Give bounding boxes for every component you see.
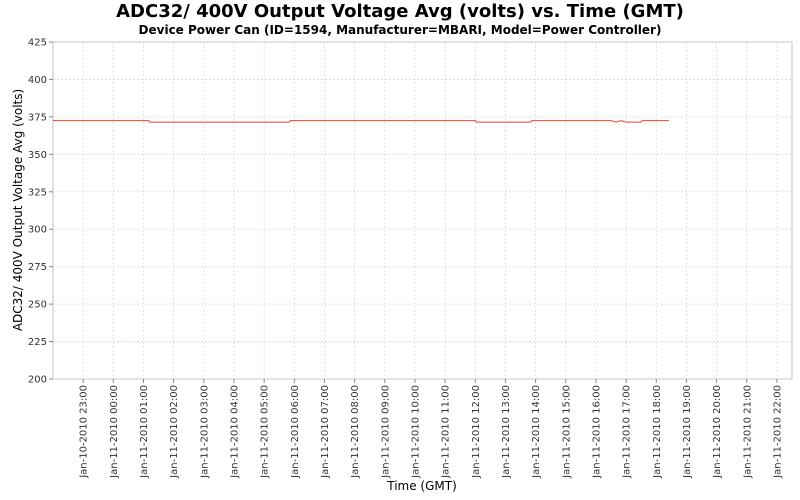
x-tick-label: Jan-11-2010 06:00 bbox=[290, 385, 301, 479]
x-tick-label: Jan-11-2010 15:00 bbox=[561, 385, 572, 479]
x-tick-label: Jan-11-2010 18:00 bbox=[652, 385, 663, 479]
y-tick-label: 350 bbox=[28, 150, 47, 161]
y-gridlines bbox=[53, 41, 792, 380]
x-tick-label: Jan-11-2010 16:00 bbox=[591, 385, 602, 479]
x-tick-label: Jan-11-2010 01:00 bbox=[139, 385, 150, 479]
y-tick-label: 425 bbox=[28, 38, 47, 49]
x-tick-label: Jan-11-2010 13:00 bbox=[501, 385, 512, 479]
chart-title: ADC32/ 400V Output Voltage Avg (volts) v… bbox=[116, 1, 684, 22]
x-tick-label: Jan-11-2010 20:00 bbox=[712, 385, 723, 479]
series-group bbox=[53, 120, 669, 123]
y-tick-label: 225 bbox=[28, 337, 47, 348]
x-tick-label: Jan-11-2010 02:00 bbox=[169, 385, 180, 479]
y-tick-label: 375 bbox=[28, 112, 47, 123]
y-tick-label: 200 bbox=[28, 375, 47, 386]
x-tick-label: Jan-11-2010 21:00 bbox=[742, 385, 753, 479]
x-tick-label: Jan-10-2010 23:00 bbox=[79, 385, 90, 479]
y-tick-label: 250 bbox=[28, 300, 47, 311]
x-tick-label: Jan-11-2010 08:00 bbox=[350, 385, 361, 479]
plot-background bbox=[52, 41, 793, 380]
x-tick-label: Jan-11-2010 09:00 bbox=[380, 385, 391, 479]
x-tick-label: Jan-11-2010 03:00 bbox=[199, 385, 210, 479]
y-tick-label: 325 bbox=[28, 187, 47, 198]
x-tick-label: Jan-11-2010 11:00 bbox=[441, 385, 452, 479]
y-tick-label: 400 bbox=[28, 75, 47, 86]
x-gridlines bbox=[82, 42, 778, 379]
y-tick-label: 300 bbox=[28, 225, 47, 236]
y-axis-ticks: 200 225 250 275 300 325 350 375 400 425 bbox=[28, 38, 53, 386]
x-axis-label: Time (GMT) bbox=[386, 479, 457, 493]
x-tick-label: Jan-11-2010 14:00 bbox=[531, 385, 542, 479]
x-tick-label: Jan-11-2010 10:00 bbox=[410, 385, 421, 479]
x-tick-label: Jan-11-2010 19:00 bbox=[682, 385, 693, 479]
voltage-series-line bbox=[53, 120, 669, 123]
x-tick-label: Jan-11-2010 22:00 bbox=[772, 385, 783, 479]
y-axis-label: ADC32/ 400V Output Voltage Avg (volts) bbox=[11, 89, 25, 331]
x-tick-label: Jan-11-2010 17:00 bbox=[622, 385, 633, 479]
y-tick-label: 275 bbox=[28, 262, 47, 273]
x-tick-label: Jan-11-2010 05:00 bbox=[260, 385, 271, 479]
x-tick-label: Jan-11-2010 12:00 bbox=[471, 385, 482, 479]
x-tick-label: Jan-11-2010 00:00 bbox=[109, 385, 120, 479]
x-tick-label: Jan-11-2010 07:00 bbox=[320, 385, 331, 479]
x-axis-ticks: Jan-10-2010 23:00 Jan-11-2010 00:00 Jan-11… bbox=[79, 379, 783, 479]
chart-subtitle: Device Power Can (ID=1594, Manufacturer=… bbox=[138, 23, 662, 37]
x-tick-label: Jan-11-2010 04:00 bbox=[229, 385, 240, 479]
